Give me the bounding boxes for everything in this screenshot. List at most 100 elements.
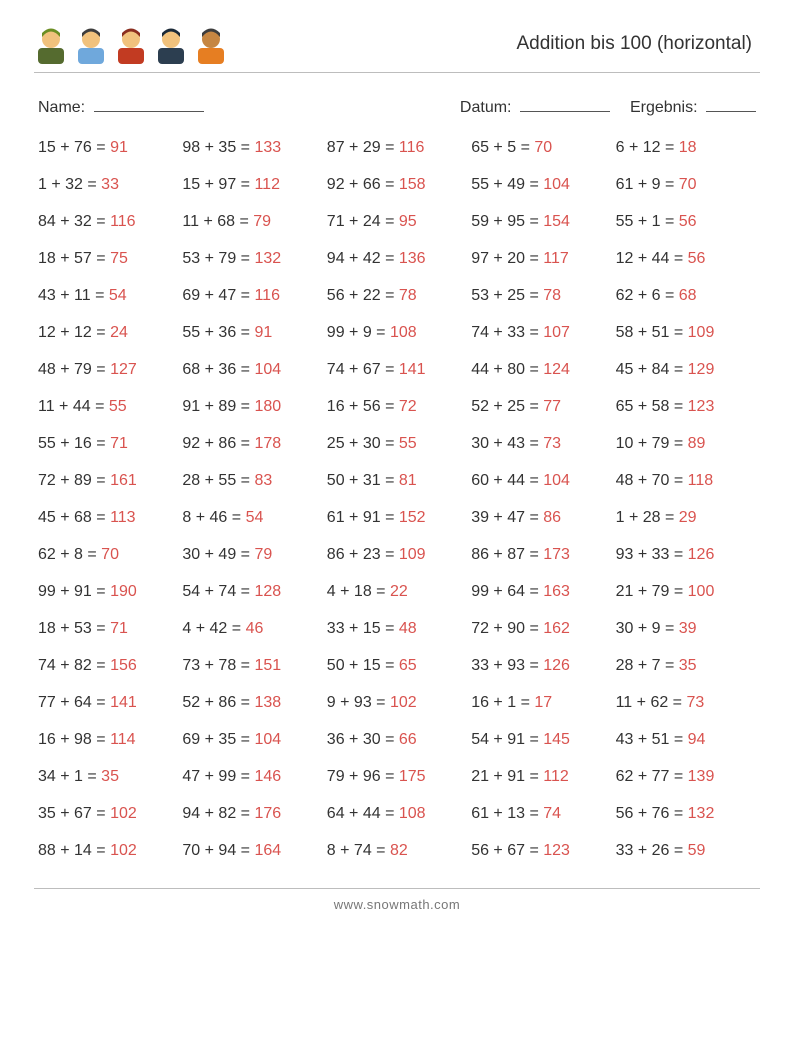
problem-expression: 65 + 58 = — [616, 398, 688, 415]
problem-answer: 70 — [534, 139, 552, 156]
problem-expression: 53 + 25 = — [471, 287, 543, 304]
problem-answer: 77 — [543, 398, 561, 415]
problem-answer: 79 — [253, 213, 271, 230]
problem-expression: 88 + 14 = — [38, 842, 110, 859]
info-left: Name: — [38, 95, 204, 117]
problem-answer: 113 — [110, 509, 136, 526]
problem-cell: 15 + 97 = 112 — [182, 176, 322, 194]
problem-cell: 61 + 13 = 74 — [471, 805, 611, 823]
problem-cell: 55 + 1 = 56 — [616, 213, 756, 231]
problem-answer: 33 — [101, 176, 119, 193]
footer-link: www.snowmath.com — [34, 897, 760, 928]
problem-expression: 35 + 67 = — [38, 805, 110, 822]
soldier-icon — [34, 24, 68, 64]
problem-answer: 102 — [110, 842, 137, 859]
problem-cell: 28 + 55 = 83 — [182, 472, 322, 490]
problem-cell: 88 + 14 = 102 — [38, 842, 178, 860]
problem-expression: 8 + 46 = — [182, 509, 245, 526]
problem-cell: 8 + 74 = 82 — [327, 842, 467, 860]
problem-expression: 92 + 86 = — [182, 435, 254, 452]
date-blank — [520, 95, 610, 112]
problem-cell: 50 + 15 = 65 — [327, 657, 467, 675]
problem-expression: 54 + 74 = — [182, 583, 254, 600]
problem-answer: 145 — [543, 731, 570, 748]
problem-answer: 56 — [688, 250, 706, 267]
problem-answer: 71 — [110, 435, 128, 452]
problems-grid: 15 + 76 = 9198 + 35 = 13387 + 29 = 11665… — [34, 139, 760, 860]
problem-cell: 12 + 44 = 56 — [616, 250, 756, 268]
problem-answer: 70 — [679, 176, 697, 193]
problem-expression: 73 + 78 = — [182, 657, 254, 674]
problem-cell: 99 + 91 = 190 — [38, 583, 178, 601]
problem-expression: 34 + 1 = — [38, 768, 101, 785]
name-label: Name: — [38, 99, 85, 116]
problem-answer: 146 — [254, 768, 281, 785]
problem-answer: 114 — [110, 731, 136, 748]
problem-answer: 162 — [543, 620, 570, 637]
info-row: Name: Datum: Ergebnis: — [34, 95, 760, 117]
header: Addition bis 100 (horizontal) — [34, 24, 760, 73]
problem-cell: 18 + 53 = 71 — [38, 620, 178, 638]
problem-answer: 55 — [109, 398, 127, 415]
problem-answer: 156 — [110, 657, 137, 674]
problem-cell: 72 + 90 = 162 — [471, 620, 611, 638]
problem-cell: 84 + 32 = 116 — [38, 213, 178, 231]
problem-answer: 180 — [254, 398, 281, 415]
problem-cell: 4 + 18 = 22 — [327, 583, 467, 601]
problem-answer: 71 — [110, 620, 128, 637]
problem-answer: 129 — [688, 361, 715, 378]
problem-expression: 72 + 90 = — [471, 620, 543, 637]
info-right: Datum: Ergebnis: — [460, 95, 756, 117]
problem-answer: 136 — [399, 250, 426, 267]
problem-answer: 22 — [390, 583, 408, 600]
woman-red-icon — [114, 24, 148, 64]
problem-expression: 33 + 93 = — [471, 657, 543, 674]
problem-cell: 1 + 28 = 29 — [616, 509, 756, 527]
problem-expression: 12 + 44 = — [616, 250, 688, 267]
problem-answer: 94 — [688, 731, 706, 748]
problem-answer: 163 — [543, 583, 570, 600]
problem-expression: 87 + 29 = — [327, 139, 399, 156]
problem-cell: 33 + 93 = 126 — [471, 657, 611, 675]
problem-answer: 108 — [390, 324, 417, 341]
problem-expression: 30 + 9 = — [616, 620, 679, 637]
problem-answer: 104 — [254, 361, 281, 378]
problem-answer: 54 — [109, 287, 127, 304]
problem-cell: 34 + 1 = 35 — [38, 768, 178, 786]
problem-expression: 94 + 42 = — [327, 250, 399, 267]
problem-answer: 158 — [399, 176, 426, 193]
problem-answer: 35 — [679, 657, 697, 674]
problem-answer: 109 — [399, 546, 426, 563]
problem-expression: 86 + 23 = — [327, 546, 399, 563]
problem-answer: 17 — [534, 694, 552, 711]
problem-cell: 16 + 1 = 17 — [471, 694, 611, 712]
problem-answer: 86 — [543, 509, 561, 526]
problem-expression: 54 + 91 = — [471, 731, 543, 748]
problem-cell: 92 + 86 = 178 — [182, 435, 322, 453]
problem-cell: 30 + 9 = 39 — [616, 620, 756, 638]
problem-cell: 86 + 23 = 109 — [327, 546, 467, 564]
problem-expression: 16 + 98 = — [38, 731, 110, 748]
problem-answer: 104 — [543, 472, 570, 489]
man-orange-icon — [194, 24, 228, 64]
problem-expression: 55 + 49 = — [471, 176, 543, 193]
problem-cell: 58 + 51 = 109 — [616, 324, 756, 342]
problem-expression: 16 + 1 = — [471, 694, 534, 711]
problem-answer: 89 — [688, 435, 706, 452]
problem-expression: 11 + 44 = — [38, 398, 109, 415]
problem-expression: 55 + 1 = — [616, 213, 679, 230]
problem-expression: 74 + 82 = — [38, 657, 110, 674]
problem-cell: 52 + 86 = 138 — [182, 694, 322, 712]
problem-expression: 9 + 93 = — [327, 694, 390, 711]
problem-answer: 118 — [688, 472, 714, 489]
problem-answer: 141 — [110, 694, 137, 711]
problem-answer: 48 — [399, 620, 417, 637]
problem-answer: 126 — [543, 657, 570, 674]
problem-expression: 33 + 26 = — [616, 842, 688, 859]
problem-answer: 133 — [254, 139, 281, 156]
problem-expression: 65 + 5 = — [471, 139, 534, 156]
problem-expression: 99 + 64 = — [471, 583, 543, 600]
problem-expression: 62 + 8 = — [38, 546, 101, 563]
problem-answer: 176 — [254, 805, 281, 822]
problem-cell: 74 + 33 = 107 — [471, 324, 611, 342]
